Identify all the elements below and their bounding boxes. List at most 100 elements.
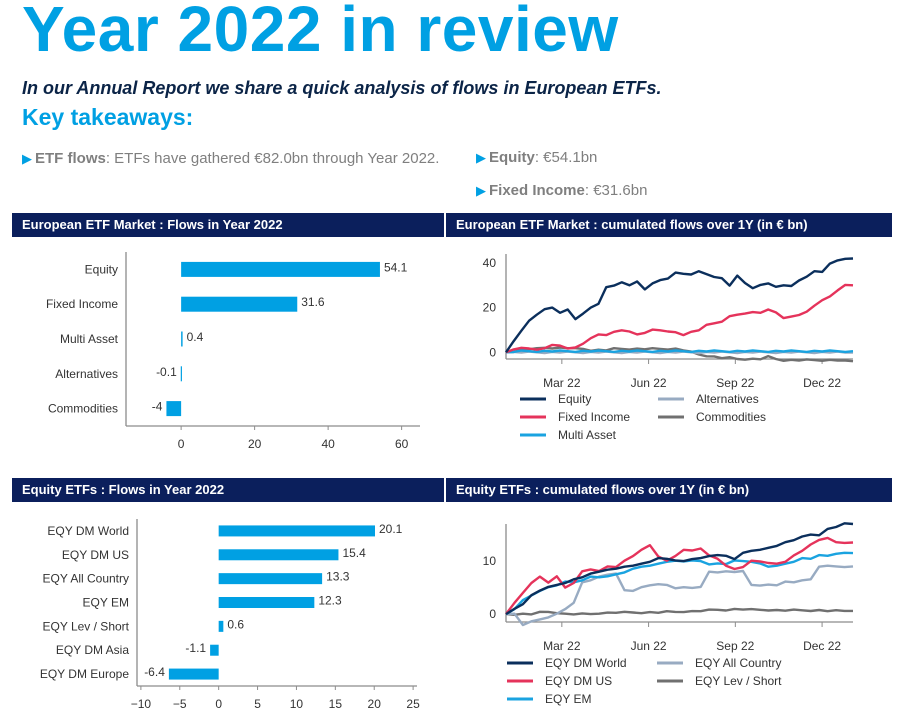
x-tick-label: Mar 22 (543, 376, 581, 390)
market-flows-bar-chart: 0 20 40 60 Equity 54.1 Fixed Income 31.6 Multi A… (46, 252, 420, 451)
y-tick-label: 20 (483, 301, 497, 315)
x-tick-label: Dec 22 (803, 376, 841, 390)
bar (218, 597, 315, 608)
x-tick-label: 20 (368, 697, 382, 709)
data-label: 20.1 (379, 522, 403, 536)
data-label: -1.1 (185, 641, 206, 655)
x-tick-label: Sep 22 (716, 376, 754, 390)
takeaway-label: Equity (489, 149, 535, 166)
takeaway-text: : ETFs have gathered €82.0bn through Yea… (105, 150, 440, 167)
takeaway-equity: ▶ Equity: €54.1bn (476, 147, 597, 169)
data-label: 15.4 (342, 546, 366, 560)
series-line (505, 522, 854, 616)
triangle-right-icon: ▶ (22, 151, 32, 166)
legend-label: EQY Lev / Short (695, 674, 782, 688)
series-line (505, 607, 853, 616)
series-line (505, 536, 854, 615)
chart-header-equity-cumulated: Equity ETFs : cumulated flows over 1Y (i… (446, 478, 892, 502)
x-tick-label: Mar 22 (543, 639, 581, 653)
series-line (505, 257, 854, 353)
x-tick-label: Sep 22 (716, 639, 754, 653)
bar (166, 401, 182, 417)
bar (218, 573, 323, 585)
x-tick-label: Jun 22 (631, 376, 667, 390)
data-label: 54.1 (384, 260, 408, 274)
takeaway-etf-flows: ▶ ETF flows: ETFs have gathered €82.0bn t… (22, 148, 442, 170)
x-tick-label: 5 (254, 697, 261, 709)
takeaway-label: Fixed Income (489, 182, 585, 199)
bar (181, 331, 183, 347)
category-label: Commodities (48, 402, 118, 416)
takeaway-text: : €54.1bn (534, 149, 598, 166)
page-title: Year 2022 in review (22, 0, 619, 65)
data-label: 31.6 (301, 295, 325, 309)
category-label: EQY DM Asia (56, 643, 129, 657)
data-label: 0.6 (227, 617, 244, 631)
x-tick-label: 0 (178, 437, 185, 451)
chart-header-market-cumulated: European ETF Market : cumulated flows ov… (446, 213, 892, 237)
x-tick-label: 10 (290, 697, 304, 709)
category-label: EQY All Country (43, 572, 129, 586)
legend-label: Alternatives (696, 392, 759, 406)
series-line (505, 283, 854, 354)
x-tick-label: Jun 22 (631, 639, 667, 653)
equity-flows-bar-chart: −10 −5 0 5 10 15 20 25 EQY DM World 20.1 EQY DM US… (40, 519, 420, 709)
category-label: Equity (85, 262, 118, 276)
category-label: Multi Asset (60, 332, 119, 346)
legend-label: Multi Asset (558, 428, 617, 442)
triangle-right-icon: ▶ (476, 150, 486, 165)
legend-label: Commodities (696, 410, 766, 424)
takeaway-fixed-income: ▶ Fixed Income: €31.6bn (476, 180, 647, 202)
legend-label: EQY DM US (545, 674, 612, 688)
bar (180, 366, 182, 382)
data-label: -6.4 (144, 665, 165, 679)
category-label: EQY EM (83, 596, 129, 610)
chart-header-market-flows: European ETF Market : Flows in Year 2022 (12, 213, 444, 237)
x-tick-label: Dec 22 (803, 639, 841, 653)
bar (181, 261, 380, 277)
series-line (505, 350, 853, 355)
x-tick-label: 25 (406, 697, 420, 709)
chart-header-equity-flows: Equity ETFs : Flows in Year 2022 (12, 478, 444, 502)
triangle-right-icon: ▶ (476, 183, 486, 198)
category-label: EQY DM US (62, 548, 129, 562)
x-tick-label: 60 (395, 437, 409, 451)
legend-label: Fixed Income (558, 410, 630, 424)
y-tick-label: 10 (483, 554, 497, 568)
legend-label: EQY All Country (695, 656, 781, 670)
takeaway-text: : €31.6bn (584, 182, 648, 199)
bar (181, 296, 298, 312)
x-tick-label: 40 (321, 437, 335, 451)
key-takeaways-heading: Key takeaways: (22, 104, 194, 130)
data-label: 13.3 (326, 570, 350, 584)
data-label: 12.3 (318, 594, 342, 608)
legend-label: EQY EM (545, 692, 591, 706)
x-tick-label: −5 (173, 697, 187, 709)
category-label: EQY DM Europe (40, 667, 129, 681)
data-label: -4 (152, 400, 163, 414)
bar (218, 525, 375, 537)
data-label: 0.4 (187, 330, 204, 344)
x-tick-label: 0 (215, 697, 222, 709)
market-cumulated-line-chart: 0 20 40 Mar 22 Jun 22 Sep 22 Dec 22 Equity Fixed… (483, 254, 854, 442)
y-tick-label: 0 (489, 607, 496, 621)
category-label: Fixed Income (46, 297, 118, 311)
bar (210, 644, 219, 656)
page-subtitle: In our Annual Report we share a quick an… (22, 78, 662, 98)
legend-label: EQY DM World (545, 656, 627, 670)
bar (168, 668, 219, 680)
data-label: -0.1 (156, 365, 177, 379)
legend-label: Equity (558, 392, 591, 406)
bar (218, 620, 224, 632)
category-label: EQY DM World (47, 524, 129, 538)
bar (218, 549, 339, 561)
x-tick-label: 20 (248, 437, 262, 451)
series-line (505, 349, 854, 354)
series-line (505, 564, 854, 627)
category-label: Alternatives (55, 367, 118, 381)
equity-cumulated-line-chart: 0 10 Mar 22 Jun 22 Sep 22 Dec 22 EQY DM World E… (483, 522, 854, 706)
y-tick-label: 40 (483, 256, 497, 270)
y-tick-label: 0 (489, 345, 496, 359)
x-tick-label: 15 (329, 697, 343, 709)
category-label: EQY Lev / Short (43, 619, 130, 633)
